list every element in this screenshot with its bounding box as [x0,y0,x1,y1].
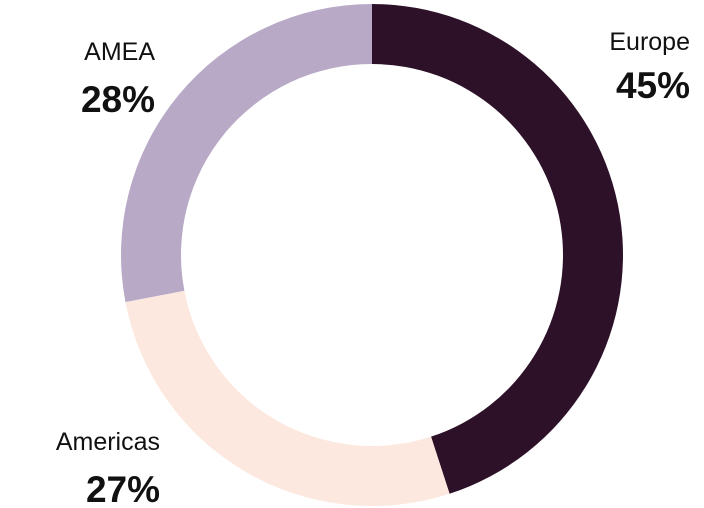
donut-slice-americas [125,290,450,506]
donut-slice-europe [372,4,623,494]
slice-label-europe: Europe [609,28,690,56]
slice-value-americas: 27% [86,469,160,508]
donut-slice-amea [120,4,372,303]
slice-value-amea: 28% [81,79,155,120]
slice-value-europe: 45% [616,65,690,106]
slice-label-americas: Americas [56,428,160,456]
slice-label-amea: AMEA [84,38,155,66]
